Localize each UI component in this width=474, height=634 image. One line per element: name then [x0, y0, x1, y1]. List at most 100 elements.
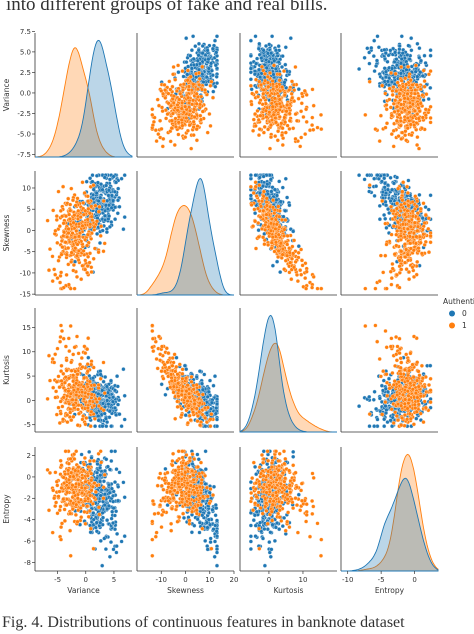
scatter-point-class-1 [318, 112, 324, 117]
scatter-point-class-1 [293, 112, 298, 117]
scatter-point-class-1 [208, 424, 213, 429]
scatter-point-class-0 [204, 410, 209, 416]
scatter-point-class-1 [381, 270, 386, 275]
scatter-point-class-1 [398, 97, 403, 103]
scatter-point-class-0 [100, 424, 105, 429]
scatter-point-class-1 [168, 139, 173, 144]
scatter-point-class-1 [69, 250, 74, 255]
scatter-point-class-0 [372, 176, 377, 181]
scatter-point-class-0 [90, 179, 95, 184]
scatter-point-class-1 [272, 96, 277, 101]
scatter-point-class-1 [405, 91, 410, 96]
scatter-point-class-1 [76, 258, 81, 263]
scatter-point-class-0 [362, 55, 367, 60]
scatter-point-class-1 [81, 200, 86, 205]
scatter-point-class-1 [61, 336, 66, 341]
scatter-point-class-1 [283, 217, 288, 223]
scatter-point-class-0 [390, 187, 395, 192]
scatter-point-class-1 [396, 186, 401, 191]
y-tick-label: -2.5 [17, 110, 31, 118]
scatter-point-class-0 [409, 36, 414, 41]
scatter-point-class-0 [409, 48, 414, 53]
scatter-point-class-1 [304, 286, 309, 291]
scatter-point-class-1 [398, 123, 403, 128]
scatter-point-class-1 [89, 269, 94, 275]
scatter-point-class-1 [261, 130, 266, 135]
scatter-point-class-1 [412, 123, 417, 128]
panel-skewness-vs-kurtosis [239, 171, 337, 296]
scatter-point-class-1 [383, 221, 388, 226]
scatter-point-class-1 [395, 104, 400, 109]
scatter-point-class-0 [200, 43, 205, 49]
scatter-point-class-1 [166, 91, 171, 96]
scatter-point-class-1 [187, 108, 193, 113]
scatter-point-class-1 [207, 111, 212, 117]
scatter-point-class-1 [406, 203, 411, 208]
scatter-point-class-1 [76, 351, 81, 356]
scatter-point-class-1 [269, 117, 275, 123]
scatter-point-class-1 [200, 109, 205, 114]
scatter-point-class-1 [89, 392, 94, 397]
scatter-point-class-0 [189, 48, 194, 53]
scatter-point-class-1 [97, 396, 102, 401]
scatter-point-class-1 [384, 107, 389, 112]
scatter-point-class-0 [248, 77, 253, 82]
scatter-point-class-1 [87, 399, 93, 404]
scatter-point-class-1 [180, 367, 185, 372]
scatter-point-class-1 [67, 349, 72, 354]
pairplot-figure: -7.5-5.0-2.50.02.55.07.5Variance-15-10-5… [2, 28, 474, 595]
scatter-point-class-1 [428, 233, 433, 238]
scatter-point-class-1 [61, 417, 66, 422]
scatter-point-class-1 [412, 108, 417, 113]
scatter-point-class-0 [367, 189, 372, 194]
scatter-point-class-0 [397, 43, 402, 49]
scatter-point-class-1 [92, 224, 97, 229]
scatter-point-class-1 [56, 258, 61, 263]
scatter-point-class-0 [213, 411, 218, 416]
scatter-point-class-0 [102, 213, 108, 218]
scatter-point-class-1 [408, 78, 413, 83]
scatter-point-class-1 [282, 93, 287, 98]
y-tick-label: 5 [27, 206, 31, 214]
scatter-point-class-1 [159, 126, 164, 131]
scatter-point-class-0 [253, 173, 258, 178]
scatter-point-class-1 [261, 87, 266, 93]
scatter-point-class-1 [161, 136, 166, 141]
scatter-point-class-1 [413, 87, 418, 93]
scatter-point-class-1 [50, 254, 55, 259]
scatter-point-class-1 [55, 240, 60, 245]
scatter-point-class-0 [214, 50, 219, 55]
scatter-point-class-1 [71, 220, 76, 225]
scatter-point-class-1 [257, 183, 262, 188]
scatter-point-class-0 [206, 57, 211, 62]
scatter-point-class-1 [152, 115, 157, 120]
scatter-point-class-1 [85, 369, 90, 374]
scatter-point-class-1 [61, 184, 66, 189]
scatter-point-class-1 [251, 128, 256, 133]
scatter-point-class-1 [74, 392, 79, 398]
scatter-point-class-0 [285, 195, 290, 200]
scatter-point-class-0 [107, 214, 112, 219]
scatter-point-class-1 [405, 252, 410, 257]
scatter-point-class-1 [420, 227, 425, 232]
scatter-point-class-1 [191, 82, 196, 87]
scatter-point-class-1 [413, 63, 418, 68]
scatter-point-class-0 [195, 58, 200, 63]
scatter-point-class-1 [85, 263, 90, 269]
scatter-point-class-0 [100, 401, 106, 406]
scatter-point-class-1 [391, 208, 396, 213]
scatter-point-class-1 [414, 82, 419, 87]
scatter-point-class-0 [97, 240, 103, 246]
scatter-point-class-0 [258, 75, 263, 80]
scatter-point-class-0 [261, 48, 266, 53]
scatter-point-class-1 [280, 252, 285, 257]
scatter-point-class-1 [253, 180, 258, 185]
scatter-point-class-0 [214, 53, 220, 58]
y-tick-label: 5.0 [20, 48, 31, 56]
scatter-point-class-0 [280, 54, 285, 59]
scatter-point-class-0 [185, 55, 190, 60]
scatter-point-class-1 [278, 104, 283, 109]
scatter-point-class-0 [119, 424, 124, 429]
scatter-point-class-1 [73, 235, 78, 240]
scatter-point-class-1 [177, 362, 182, 367]
